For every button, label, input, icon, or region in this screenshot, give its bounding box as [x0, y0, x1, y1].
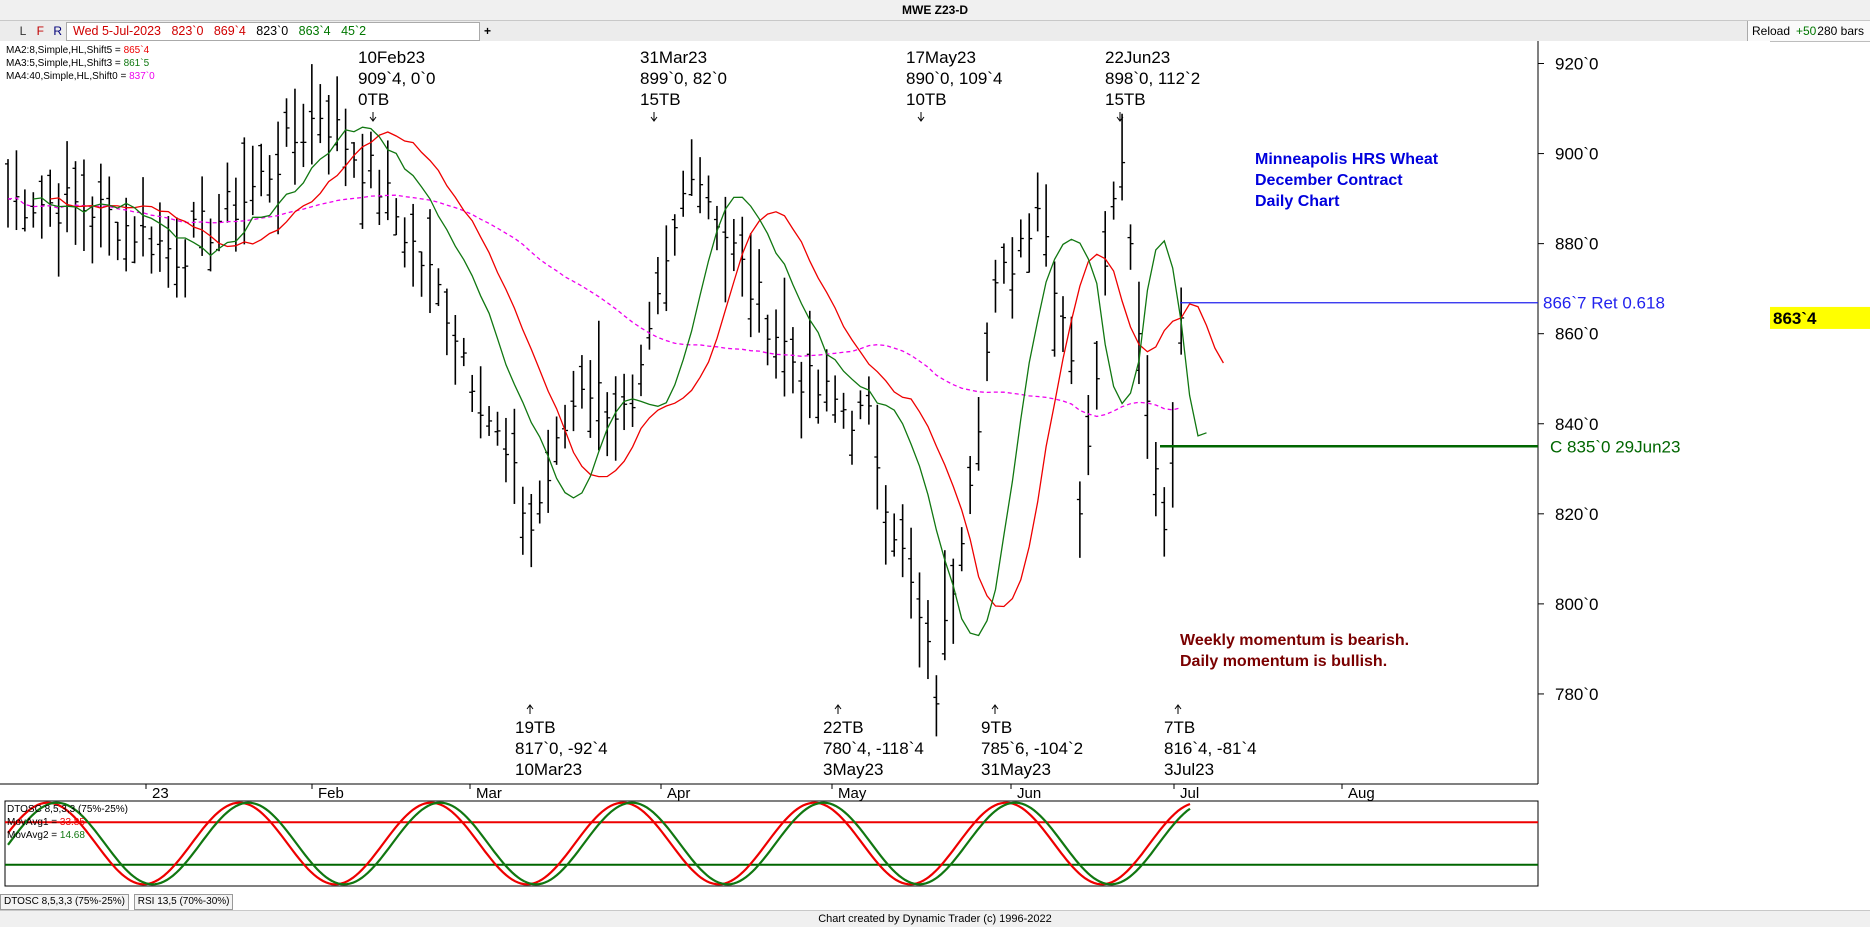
indicator-tabs: DTOSC 8,5,3,3 (75%-25%) RSI 13,5 (70%-30… — [0, 894, 235, 910]
quote-readout: Wed 5-Jul-2023 823`0 869`4 823`0 863`4 4… — [66, 22, 480, 41]
swing-arrow-head — [991, 704, 999, 710]
y-tick-label: 840`0 — [1555, 415, 1598, 434]
ma2-path — [50, 131, 1224, 608]
window-title-bar: MWE Z23-D — [0, 0, 1870, 21]
annotation-bottom-3: 9TB 785`6, -104`2 31May23 — [981, 718, 1084, 779]
y-tick-label: 880`0 — [1555, 235, 1598, 254]
f-button[interactable]: F — [36, 24, 45, 38]
x-tick-label: Jun — [1017, 785, 1041, 802]
reload-count: +50 — [1796, 24, 1817, 38]
swing-arrow-head — [1174, 704, 1182, 710]
quote-date: Wed 5-Jul-2023 — [73, 24, 162, 38]
quote-low: 823`0 — [256, 24, 289, 38]
x-tick-label: May — [838, 785, 867, 802]
annotation-bottom-4: 7TB 816`4, -81`4 3Jul23 — [1164, 718, 1257, 779]
movavg2-legend: MovAvg2 = 14.68 — [7, 830, 85, 841]
x-tick-label: Mar — [476, 785, 502, 802]
quote-change: 45`2 — [341, 24, 367, 38]
quote-open: 823`0 — [171, 24, 204, 38]
chart-toolbar: L F R Wed 5-Jul-2023 823`0 869`4 823`0 8… — [0, 21, 1870, 42]
ma2-legend: MA2:8,Simple,HL,Shift5 = 865`4 — [6, 45, 150, 56]
annotation-top-1: 10Feb23 909`4, 0`0 0TB — [358, 48, 436, 109]
l-button[interactable]: L — [19, 24, 27, 38]
current-price-label: 863`4 — [1773, 309, 1817, 328]
time-axis: 23 Feb Mar Apr May Jun Jul Aug — [145, 784, 1375, 802]
y-tick-label: 900`0 — [1555, 145, 1598, 164]
x-tick-label: Aug — [1348, 785, 1375, 802]
price-chart[interactable]: 780`0 800`0 820`0 840`0 860`0 880`0 900`0 920`0… — [0, 41, 1870, 894]
y-tick-label: 920`0 — [1555, 55, 1598, 74]
credit-text: Chart created by Dynamic Trader (c) 1996… — [818, 913, 1052, 925]
x-tick-label: 23 — [152, 785, 169, 802]
annotation-bottom-2: 22TB 780`4, -118`4 3May23 — [823, 718, 924, 779]
ma3-legend: MA3:5,Simple,HL,Shift3 = 861`5 — [6, 58, 150, 69]
annotation-top-4: 22Jun23 898`0, 112`2 15TB — [1105, 48, 1201, 109]
ma3-line — [33, 126, 1207, 637]
x-tick-label: Jul — [1180, 785, 1199, 802]
reload-button[interactable]: Reload — [1752, 24, 1791, 38]
swing-arrow-head — [650, 116, 658, 122]
chart-symbol-title: MWE Z23-D — [902, 3, 968, 17]
ma4-line — [7, 194, 1182, 418]
horizontal-levels: 866`7 Ret 0.618 C 835`0 29Jun23 863`4 — [1160, 294, 1870, 456]
y-tick-label: 820`0 — [1555, 505, 1598, 524]
swing-arrow-head — [369, 116, 377, 122]
ma4-legend: MA4:40,Simple,HL,Shift0 = 837`0 — [6, 71, 155, 82]
chart-credit: Chart created by Dynamic Trader (c) 1996… — [0, 910, 1870, 927]
x-tick-label: Feb — [318, 785, 344, 802]
reload-panel: Reload +50 280 bars — [1747, 21, 1870, 41]
ma4-path — [7, 194, 1182, 418]
close-level-label: C 835`0 29Jun23 — [1550, 437, 1680, 456]
annotation-bottom-1: 19TB 817`0, -92`4 10Mar23 — [515, 718, 608, 779]
tab-rsi[interactable]: RSI 13,5 (70%-30%) — [133, 894, 234, 910]
oscillator-lines — [5, 801, 1538, 886]
swing-arrow-head — [834, 704, 842, 710]
oscillator-legend: DTOSC 8,5,3,3 (75%-25%) MovAvg1 = 33.85 … — [7, 803, 128, 842]
swing-arrow-head — [526, 704, 534, 710]
swing-arrows — [369, 112, 1182, 714]
swing-arrow-head — [917, 116, 925, 122]
osc-movavg2-path — [7, 801, 1191, 886]
ma-legend: MA2:8,Simple,HL,Shift5 = 865`4 MA3:5,Sim… — [6, 44, 155, 83]
y-tick-label: 780`0 — [1555, 685, 1598, 704]
retracement-label: 866`7 Ret 0.618 — [1543, 294, 1665, 313]
momentum-note: Weekly momentum is bearish. Daily momentu… — [1180, 632, 1410, 670]
chart-description-note: Minneapolis HRS Wheat December Contract Da… — [1255, 151, 1439, 210]
y-tick-label: 800`0 — [1555, 595, 1598, 614]
annotation-top-2: 31Mar23 899`0, 82`0 15TB — [640, 48, 727, 109]
ma3-path — [33, 126, 1207, 637]
tab-dtosc[interactable]: DTOSC 8,5,3,3 (75%-25%) — [0, 894, 129, 910]
ma2-line — [50, 131, 1224, 608]
price-axis: 780`0 800`0 820`0 840`0 860`0 880`0 900`0 920`0 — [1538, 55, 1598, 704]
ohlc-bars — [5, 64, 1185, 737]
annotation-top-3: 17May23 890`0, 109`4 10TB — [906, 48, 1003, 109]
current-price-tag — [1770, 306, 1870, 329]
r-button[interactable]: R — [53, 24, 63, 38]
add-plus-button[interactable]: + — [484, 24, 492, 38]
quote-high: 869`4 — [213, 24, 246, 38]
osc-movavg1-path — [7, 801, 1191, 886]
swing-arrow-head — [1116, 116, 1124, 122]
oscillator-title: DTOSC 8,5,3,3 (75%-25%) — [7, 804, 128, 815]
quote-close: 863`4 — [298, 24, 331, 38]
movavg1-legend: MovAvg1 = 33.85 — [7, 817, 85, 828]
oscillator-pane — [4, 800, 1539, 887]
x-tick-label: Apr — [667, 785, 690, 802]
bars-count: 280 bars — [1817, 24, 1864, 38]
y-tick-label: 860`0 — [1555, 325, 1598, 344]
